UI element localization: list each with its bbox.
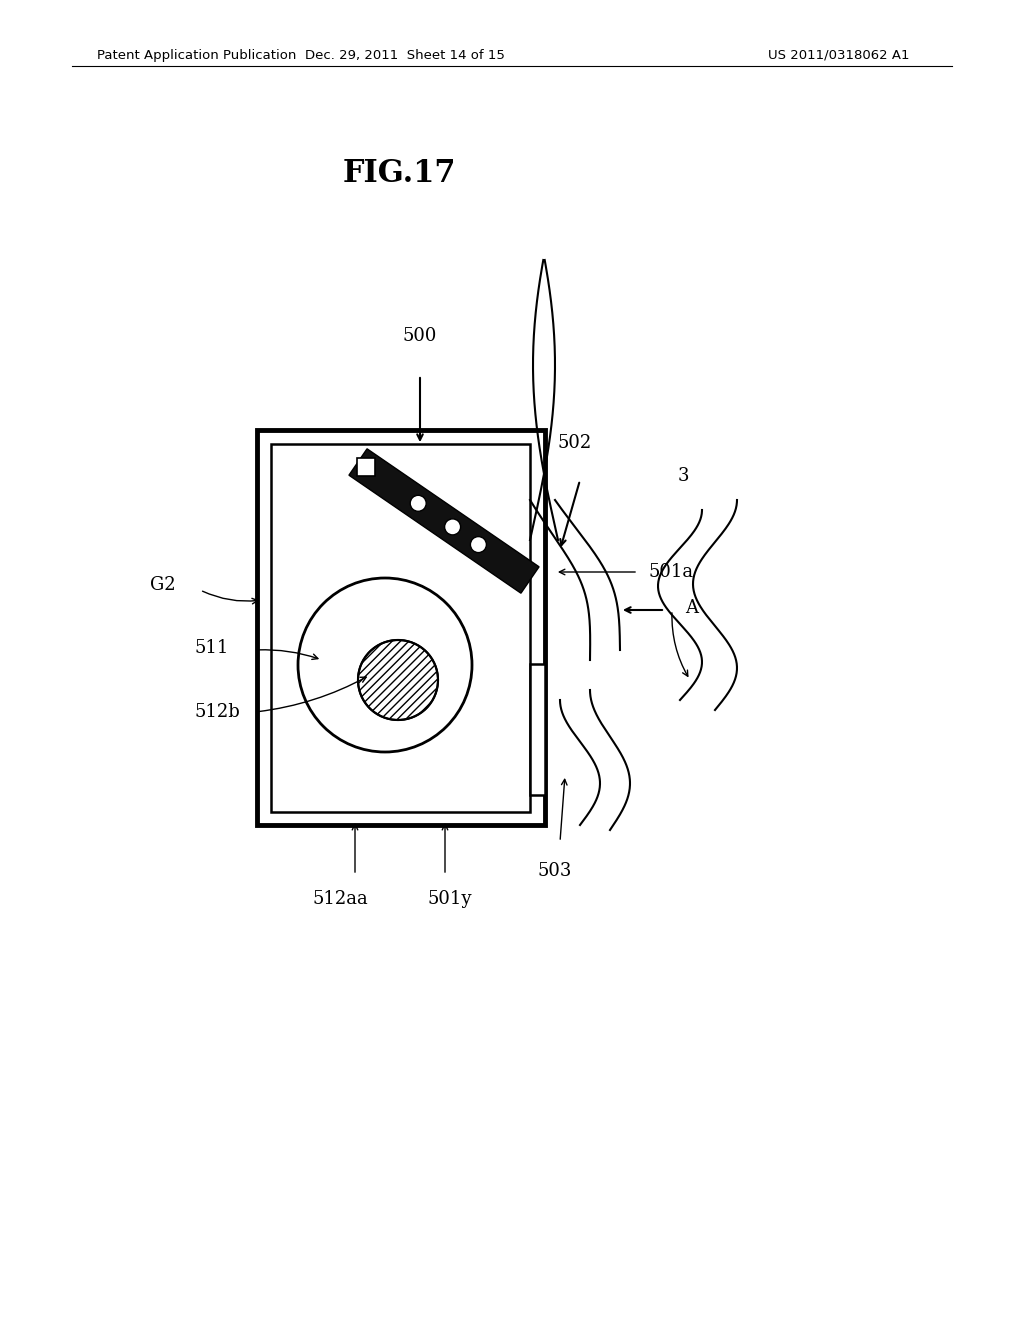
Text: 3: 3 bbox=[677, 467, 689, 484]
Circle shape bbox=[411, 495, 426, 511]
Bar bbox=[357, 458, 375, 477]
Circle shape bbox=[444, 519, 461, 535]
Text: 503: 503 bbox=[538, 862, 572, 880]
Text: Patent Application Publication: Patent Application Publication bbox=[97, 49, 297, 62]
Circle shape bbox=[470, 537, 486, 553]
Text: 512b: 512b bbox=[195, 704, 241, 721]
Text: 501y: 501y bbox=[428, 890, 472, 908]
Text: Dec. 29, 2011  Sheet 14 of 15: Dec. 29, 2011 Sheet 14 of 15 bbox=[304, 49, 505, 62]
Text: US 2011/0318062 A1: US 2011/0318062 A1 bbox=[768, 49, 909, 62]
Polygon shape bbox=[349, 449, 539, 593]
Circle shape bbox=[358, 640, 438, 719]
Text: 500: 500 bbox=[402, 327, 437, 345]
Text: G2: G2 bbox=[150, 576, 176, 594]
Bar bbox=[530, 664, 545, 795]
Text: 511: 511 bbox=[195, 639, 229, 657]
Text: A: A bbox=[685, 599, 698, 616]
Text: 512aa: 512aa bbox=[312, 890, 368, 908]
Bar bbox=[271, 444, 530, 812]
Text: 502: 502 bbox=[558, 434, 592, 451]
Bar bbox=[257, 430, 545, 825]
Text: 501a: 501a bbox=[648, 564, 693, 581]
Text: FIG.17: FIG.17 bbox=[343, 158, 456, 189]
